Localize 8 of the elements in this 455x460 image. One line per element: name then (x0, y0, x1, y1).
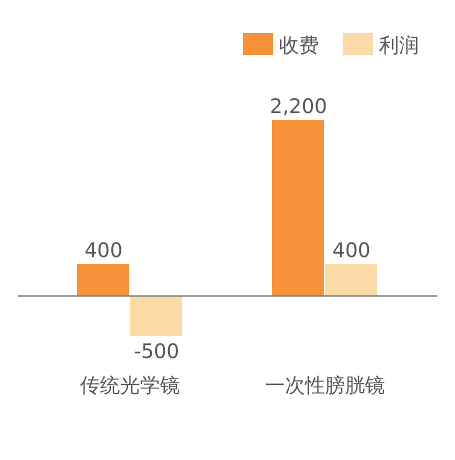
x-tick-label: 传统光学镜 (80, 373, 180, 397)
data-label: 2,200 (270, 94, 328, 118)
data-label: -500 (134, 339, 180, 363)
data-label: 400 (84, 238, 123, 262)
legend-label: 利润 (379, 33, 419, 57)
legend-label: 收费 (279, 33, 319, 57)
data-label: 400 (332, 238, 371, 262)
x-tick-label: 一次性膀胱镜 (264, 373, 385, 397)
